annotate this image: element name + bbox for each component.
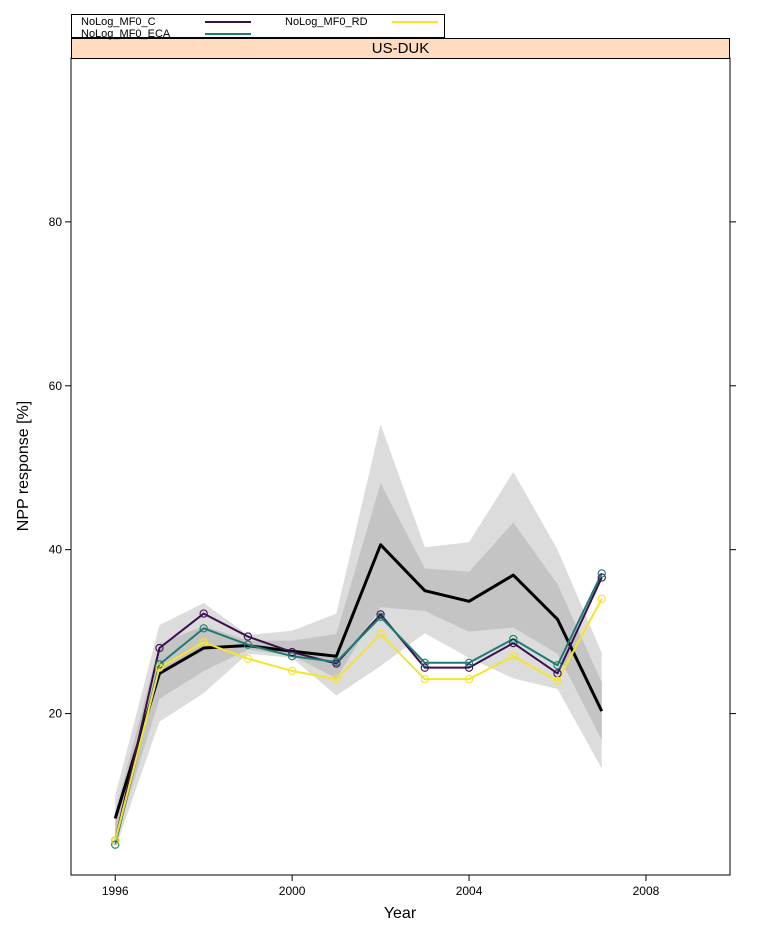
series-3-point-4 [287, 666, 297, 676]
series-lines [113, 543, 604, 845]
series-3-point-11 [597, 594, 606, 603]
y-axis-label: NPP response [%] [15, 401, 32, 531]
series-2-point-7 [420, 658, 429, 667]
series-3-point-6 [376, 629, 385, 639]
series-3-point-2 [199, 638, 208, 647]
series-1-point-6 [376, 610, 385, 619]
series-2-point-1 [155, 660, 164, 669]
y-tick-label-60: 60 [49, 379, 63, 393]
series-2-point-10 [553, 661, 562, 670]
series-1-point-9 [509, 638, 518, 648]
series-2-point-0 [111, 840, 120, 849]
y-tick-label-40: 40 [49, 543, 63, 557]
series-3-point-3 [243, 654, 253, 663]
series-3-point-8 [464, 674, 474, 684]
series-1-point-8 [464, 663, 474, 672]
series-2-point-11 [597, 569, 606, 578]
series-1-point-3 [243, 632, 253, 641]
panel-strip-label: US-DUK [371, 40, 430, 57]
series-2-point-4 [287, 652, 297, 661]
legend-label-rd: NoLog_MF0_RD [285, 16, 368, 28]
x-axis-ticks: 1996 2000 2004 2008 [102, 875, 660, 898]
x-tick-label-2000: 2000 [279, 884, 306, 898]
series-markers [111, 569, 606, 849]
legend-swatch-eca [205, 33, 251, 35]
series-2-point-3 [243, 640, 253, 649]
legend-swatch-c [205, 21, 251, 23]
legend-label-eca: NoLog_MF0_ECA [81, 28, 171, 40]
confidence-bands [115, 424, 602, 849]
series-2-point-2 [199, 624, 208, 633]
series-3-point-9 [509, 652, 518, 661]
y-axis-ticks: 20 40 60 80 [49, 215, 736, 721]
panel-strip: US-DUK [71, 38, 730, 59]
legend-swatch-rd [392, 21, 438, 23]
y-tick-label-20: 20 [49, 707, 63, 721]
x-tick-label-1996: 1996 [102, 884, 129, 898]
band-1 [115, 483, 602, 841]
series-line-0 [113, 543, 604, 819]
series-line-2 [114, 573, 603, 845]
series-1-point-4 [287, 647, 297, 657]
x-tick-label-2004: 2004 [456, 884, 483, 898]
series-2-point-9 [509, 634, 518, 644]
y-tick-label-80: 80 [49, 215, 63, 229]
series-line-3 [114, 598, 603, 841]
series-3-point-7 [420, 674, 429, 684]
x-tick-label-2008: 2008 [633, 884, 660, 898]
series-2-point-6 [376, 612, 385, 622]
series-3-point-0 [111, 836, 120, 845]
series-2-point-5 [332, 657, 341, 667]
series-1-point-11 [597, 573, 606, 582]
series-1-point-7 [420, 663, 429, 672]
legend-label-c: NoLog_MF0_C [81, 16, 156, 28]
series-3-point-5 [332, 674, 341, 684]
series-1-point-1 [155, 643, 164, 653]
series-2-point-8 [464, 658, 474, 667]
legend: NoLog_MF0_C NoLog_MF0_ECA NoLog_MF0_RD [71, 14, 445, 40]
x-axis-label: Year [384, 905, 417, 922]
series-1-point-2 [199, 609, 208, 618]
series-3-point-1 [155, 663, 164, 672]
plot-frame [70, 57, 731, 876]
series-3-point-10 [553, 676, 562, 685]
